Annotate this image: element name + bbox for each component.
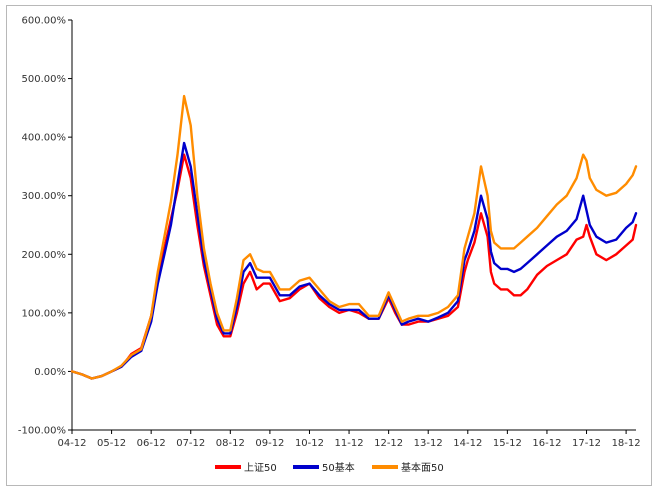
- x-tick-label: 07-12: [176, 438, 205, 449]
- y-tick-label: 400.00%: [22, 133, 67, 144]
- series-group: [70, 94, 638, 380]
- y-tick-label: 500.00%: [22, 74, 67, 85]
- x-tick-label: 14-12: [453, 438, 482, 449]
- x-tick-label: 17-12: [572, 438, 601, 449]
- y-tick-label: 200.00%: [22, 250, 67, 261]
- x-tick-label: 04-12: [57, 438, 86, 449]
- legend-label-1: 上证50: [244, 462, 277, 474]
- y-tick-label: 0.00%: [34, 367, 66, 378]
- y-tick-label: -100.00%: [18, 426, 66, 437]
- x-tick-label: 15-12: [493, 438, 522, 449]
- x-tick-label: 16-12: [532, 438, 561, 449]
- x-tick-label: 13-12: [414, 438, 443, 449]
- series-line-1: [70, 153, 638, 380]
- x-tick-label: 12-12: [374, 438, 403, 449]
- y-tick-label: 100.00%: [22, 308, 67, 319]
- x-tick-label: 09-12: [255, 438, 284, 449]
- x-tick-label: 08-12: [216, 438, 245, 449]
- x-tick-label: 18-12: [612, 438, 641, 449]
- x-tick-label: 05-12: [97, 438, 126, 449]
- y-tick-label: 600.00%: [22, 16, 67, 27]
- chart-legend: 上证50 50基本 基本面50: [215, 461, 444, 474]
- x-tick-label: 11-12: [335, 438, 364, 449]
- x-tick-label: 06-12: [137, 438, 166, 449]
- chart-frame: [6, 5, 652, 486]
- legend-label-2: 50基本: [322, 461, 355, 474]
- legend-label-3: 基本面50: [401, 461, 444, 474]
- series-line-2: [70, 141, 638, 380]
- series-line-3: [70, 94, 638, 380]
- x-tick-label: 10-12: [295, 438, 324, 449]
- y-tick-label: 300.00%: [22, 191, 67, 202]
- chart-axes: -100.00% 0.00% 100.00% 200.00% 300.00% 400.00…: [18, 16, 641, 450]
